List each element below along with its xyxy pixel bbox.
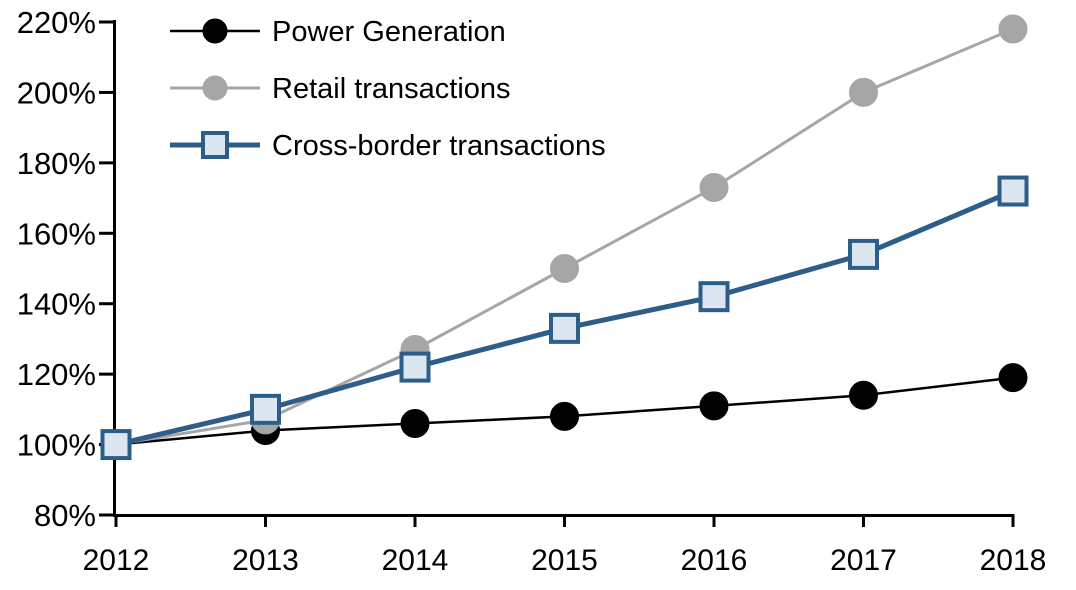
y-axis-tick-label: 140% — [17, 287, 96, 322]
x-axis-tick-label: 2015 — [531, 544, 598, 577]
legend-marker-circle — [202, 75, 228, 101]
data-point-marker-circle — [849, 77, 878, 107]
legend-label: Retail transactions — [272, 73, 511, 105]
y-axis-tick-label: 120% — [17, 357, 96, 392]
legend-marker-square — [201, 131, 229, 159]
x-axis-tick-label: 2013 — [232, 544, 299, 577]
legend-label: Cross-border transactions — [272, 130, 606, 162]
y-axis-tick-label: 80% — [34, 498, 96, 533]
x-axis-tick-label: 2014 — [382, 544, 449, 577]
data-point-marker-square — [698, 281, 730, 313]
x-axis-tick-label: 2016 — [681, 544, 748, 577]
data-point-marker-square — [997, 175, 1029, 207]
x-axis-tick-label: 2012 — [83, 544, 150, 577]
data-point-marker-circle — [550, 401, 579, 431]
data-point-marker-square — [848, 238, 879, 270]
data-point-marker-circle — [699, 173, 729, 203]
data-point-marker-circle — [699, 391, 729, 421]
y-axis-tick-label: 180% — [17, 146, 96, 181]
y-axis-tick-label: 100% — [17, 428, 96, 463]
x-axis-tick-label: 2017 — [830, 544, 897, 577]
data-point-marker-square — [100, 429, 132, 461]
data-point-marker-circle — [400, 408, 430, 438]
legend-item: Cross-border transactions — [170, 130, 606, 162]
y-axis-tick-label: 220% — [17, 5, 96, 40]
data-point-marker-circle — [550, 254, 579, 283]
data-point-marker-circle — [998, 363, 1028, 393]
legend-marker-circle — [202, 18, 228, 44]
legend-item: Power Generation — [170, 16, 506, 48]
x-axis-tick-label: 2018 — [980, 544, 1047, 577]
y-axis-tick-label: 200% — [17, 75, 96, 110]
legend-label: Power Generation — [272, 16, 506, 48]
data-point-marker-square — [399, 351, 431, 383]
data-point-marker-square — [549, 312, 580, 344]
legend-item: Retail transactions — [170, 73, 511, 105]
data-point-marker-circle — [998, 14, 1028, 44]
data-point-marker-circle — [849, 380, 878, 410]
data-point-marker-square — [250, 393, 281, 425]
y-axis-tick-label: 160% — [17, 216, 96, 251]
